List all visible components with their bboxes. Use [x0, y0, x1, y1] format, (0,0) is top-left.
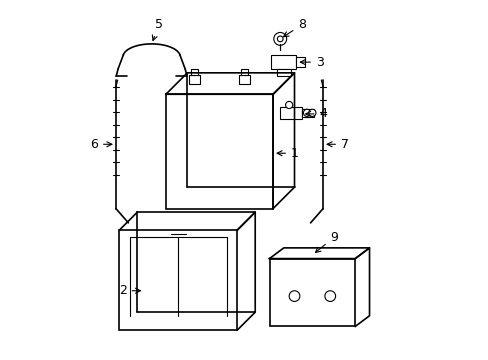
Bar [301, 109, 313, 117]
Circle shape [273, 32, 286, 45]
Circle shape [277, 36, 283, 42]
Text: 5: 5 [152, 18, 163, 40]
Bar [165, 94, 272, 208]
Text: 3: 3 [300, 55, 323, 69]
Bar [296, 57, 305, 67]
Bar [190, 69, 198, 75]
Circle shape [303, 109, 310, 116]
Bar [241, 69, 247, 75]
Text: 9: 9 [315, 231, 337, 252]
Text: 2: 2 [119, 284, 140, 297]
Bar [269, 258, 354, 327]
Bar [239, 75, 249, 84]
Text: 4: 4 [305, 107, 327, 120]
Bar [271, 55, 296, 69]
Circle shape [285, 102, 292, 109]
Text: 6: 6 [90, 138, 112, 151]
Circle shape [324, 291, 335, 301]
Bar [276, 69, 290, 76]
Bar [189, 75, 200, 84]
Bar [280, 107, 301, 119]
Bar [301, 109, 308, 117]
Text: 8: 8 [283, 18, 305, 37]
Circle shape [308, 109, 315, 116]
Circle shape [288, 291, 299, 301]
Text: 7: 7 [326, 138, 348, 151]
Text: 1: 1 [277, 147, 298, 160]
Bar [119, 230, 237, 330]
